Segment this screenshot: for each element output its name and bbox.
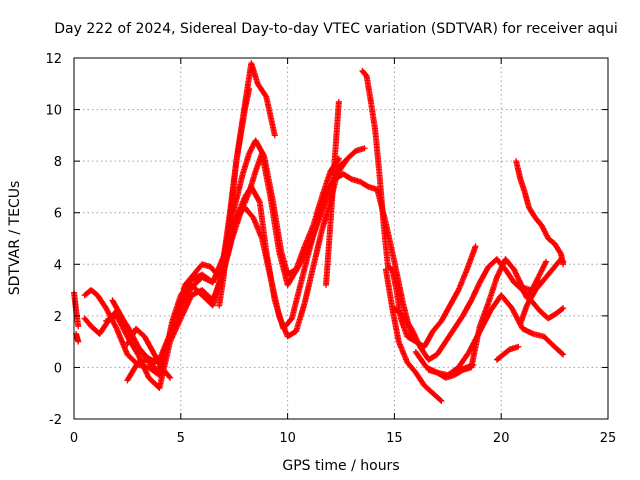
series-arc-10 xyxy=(323,98,342,288)
axis-ticks: 0 5 10 15 20 25 -2 0 2 4 6 8 10 12 xyxy=(45,52,616,446)
series-trace xyxy=(360,68,479,350)
y-tick-label-3: 4 xyxy=(54,258,62,273)
plot-frame xyxy=(73,57,609,420)
data-points xyxy=(71,60,567,404)
series-trace xyxy=(452,362,476,376)
series-trace xyxy=(73,332,81,344)
series-arc-19 xyxy=(513,158,567,268)
x-tick-label-1: 5 xyxy=(177,431,185,446)
series-arc-3 xyxy=(81,60,278,379)
series-trace xyxy=(71,291,82,328)
series-trace xyxy=(125,326,173,380)
series-trace xyxy=(82,138,342,365)
series-trace xyxy=(82,61,278,378)
chart-title: Day 222 of 2024, Sidereal Day-to-day VTE… xyxy=(54,21,617,37)
series-trace xyxy=(494,344,520,362)
x-tick-label-3: 15 xyxy=(386,431,403,446)
y-axis-label: SDTVAR / TECUs xyxy=(7,181,23,296)
series-arc-1 xyxy=(71,289,82,330)
y-tick-label-2: 2 xyxy=(54,310,62,325)
series-arc-8 xyxy=(124,325,174,381)
series-trace xyxy=(518,260,549,300)
series-trace xyxy=(513,159,566,266)
x-tick-label-2: 10 xyxy=(279,431,296,446)
series-trace xyxy=(517,256,566,326)
series-arc-18 xyxy=(517,256,567,327)
series-arc-14 xyxy=(412,292,567,379)
y-tick-label-4: 6 xyxy=(54,207,62,222)
x-tick-label-0: 0 xyxy=(70,431,78,446)
x-tick-label-5: 25 xyxy=(600,431,617,446)
series-arc-2 xyxy=(73,330,82,345)
x-axis-label: GPS time / hours xyxy=(282,458,399,474)
y-tick-label-1: 0 xyxy=(54,361,62,376)
series-trace xyxy=(216,87,252,307)
series-arc-7 xyxy=(124,158,349,384)
series-arc-6 xyxy=(109,171,415,366)
y-tick-label-6: 10 xyxy=(45,104,62,119)
x-tick-label-4: 20 xyxy=(493,431,510,446)
y-tick-label-0: -2 xyxy=(49,413,62,428)
y-tick-label-7: 12 xyxy=(45,52,62,67)
series-arc-20 xyxy=(517,258,550,301)
series-trace xyxy=(110,171,415,365)
y-tick-label-5: 8 xyxy=(54,155,62,170)
series-arc-16 xyxy=(451,361,477,376)
series-trace xyxy=(383,267,444,403)
series-arc-9 xyxy=(216,85,253,309)
series-trace xyxy=(125,159,348,383)
series-trace xyxy=(323,100,342,287)
series-arc-11 xyxy=(359,67,479,350)
series-arc-17 xyxy=(493,343,522,363)
